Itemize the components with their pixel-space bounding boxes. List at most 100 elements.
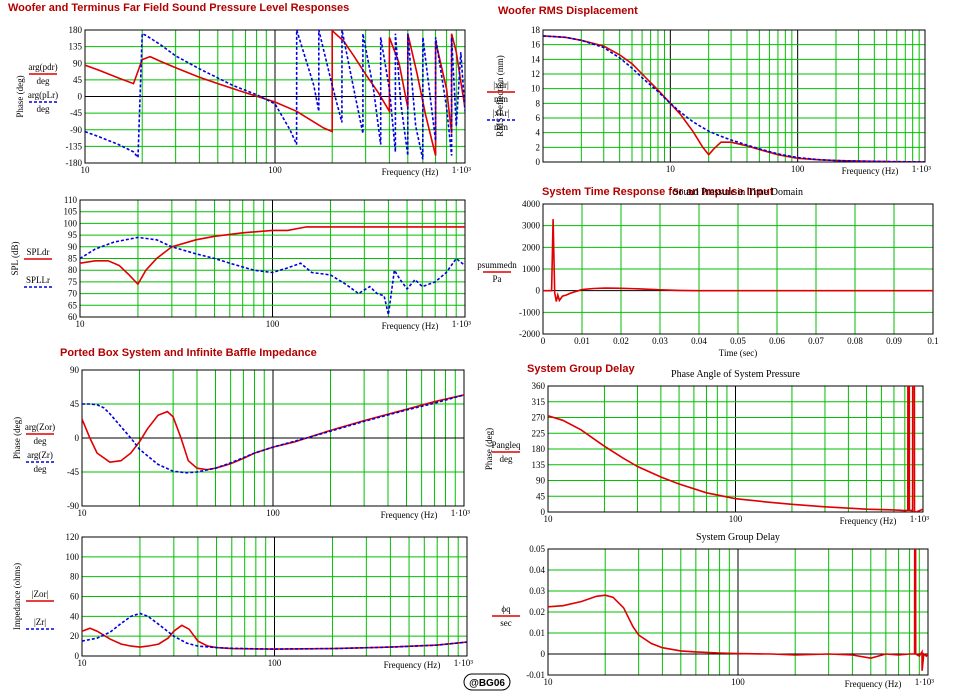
y-tick-label: 135 [69,42,83,52]
y-tick-label: 80 [70,572,80,582]
legend-unit: mm [494,122,508,132]
legend-unit: Pa [493,274,502,284]
y-tick-label: 0.04 [529,565,545,575]
plot-frame [84,29,466,164]
legend-unit: deg [500,454,513,464]
y-tick-label: 120 [66,532,80,542]
chart-subtitle: Sound Pressure in Time Domain [673,187,803,198]
grid [548,386,923,512]
x-tick-label: 1·10³ [912,164,931,174]
legend-unit: deg [37,104,50,114]
y-tick-label: 60 [68,312,78,322]
y-tick-label: 0 [75,433,80,443]
legend-entry-1: Pangleq deg [492,440,521,464]
x-axis-label: Frequency (Hz) [381,510,438,520]
plot-frame [547,548,929,676]
section-title-delay: System Group Delay [527,363,635,375]
x-tick-label: 100 [266,319,280,329]
legend-label: arg(Zr) [27,450,53,460]
legend-entry-2: SPLLr [24,275,52,288]
legend-label: SPLdr [26,247,49,257]
y-tick-label: 0 [541,649,546,659]
legend-label: |xLr| [493,108,510,118]
y-tick-label: 135 [532,460,546,470]
chart-group_delay: -0.01 0 0.01 0.02 0.03 0.04 0.05 10 100 1·10³ Freq… [492,532,934,689]
chart-subtitle: Phase Angle of System Pressure [671,369,800,380]
y-axis-label: Phase (deg) [484,428,494,470]
x-tick-label: 0 [541,336,546,346]
y-tick-label: -90 [67,501,79,511]
y-tick-label: 0 [536,157,541,167]
legend-unit: deg [34,464,47,474]
legend-entry-2: |xLr| mm [487,108,515,132]
y-tick-label: 10 [531,84,541,94]
y-axis-label: Phase (deg) [15,75,25,117]
watermark-text: @BG06 [469,678,505,689]
section-title-impedance: Ported Box System and Infinite Baffle Im… [60,347,317,359]
x-tick-label: 1·10³ [452,319,471,329]
chart-impedance_magnitude: 0 20 40 60 80 100 120 10 100 1·10³ Frequency (Hz) I… [12,532,473,670]
y-tick-label: 2 [536,142,541,152]
grid [82,537,467,656]
y-tick-label: 0 [541,507,546,517]
legend-entry-1: ϕq sec [492,604,520,628]
chart-rms_displacement: 0 2 4 6 8 10 12 14 16 18 10 100 1·10³ Frequency (Hz) R… [487,25,931,176]
x-axis-label: Time (sec) [719,348,757,358]
y-tick-label: 3000 [522,221,541,231]
y-tick-label: 100 [66,552,80,562]
y-tick-label: 95 [68,230,78,240]
x-tick-label: 10 [78,508,88,518]
section-title-rms: Woofer RMS Displacement [498,5,638,17]
y-tick-label: 180 [532,444,546,454]
grid [543,204,933,334]
legend-label: Pangleq [492,440,521,450]
legend-unit: sec [500,618,512,628]
y-tick-label: 45 [70,399,80,409]
x-tick-label: 0.06 [769,336,785,346]
y-tick-label: 0 [78,92,83,102]
legend-label: ϕq [501,604,511,614]
y-tick-label: 20 [70,631,80,641]
x-axis-label: Frequency (Hz) [382,321,439,331]
legend-entry-1: SPLdr [24,247,52,260]
series-line-2 [85,30,465,160]
legend-unit: deg [34,436,47,446]
y-tick-label: -0.01 [526,670,545,680]
y-tick-label: 315 [532,397,546,407]
y-tick-label: 16 [531,40,541,50]
y-tick-label: 90 [68,242,78,252]
y-tick-label: 90 [536,476,546,486]
y-tick-label: 2000 [522,242,541,252]
x-tick-label: 0.02 [613,336,629,346]
x-tick-label: 1·10³ [452,165,471,175]
x-tick-label: 100 [791,164,805,174]
legend-entry-1: |xdr| mm [487,80,515,104]
x-axis-label: Frequency (Hz) [845,679,902,689]
grid [548,549,928,675]
legend-entry-2: arg(Zr) deg [26,450,54,474]
series-line-1 [543,35,925,162]
y-axis-label: Impedance (ohms) [12,563,22,630]
legend-entry-2: |Zr| [26,617,54,630]
legend-unit: deg [37,76,50,86]
grid [543,30,925,162]
legend-unit: mm [494,94,508,104]
x-tick-label: 10 [76,319,86,329]
y-tick-label: 0.02 [529,607,545,617]
legend-entry-1: psummedn Pa [477,260,517,284]
y-tick-label: 14 [531,54,541,64]
y-tick-label: 360 [532,381,546,391]
x-tick-label: 100 [266,508,280,518]
x-tick-label: 10 [78,658,88,668]
x-tick-label: 0.07 [808,336,824,346]
x-tick-label: 1·10³ [910,514,929,524]
watermark-badge: @BG06 [463,673,511,691]
x-tick-label: 0.03 [652,336,668,346]
y-tick-label: 8 [536,98,541,108]
y-axis-label: Phase (deg) [12,417,22,459]
x-tick-label: 10 [544,514,554,524]
series-line-2 [82,612,467,650]
chart-pressure_phase: 0 45 90 135 180 225 270 315 360 10 100 1·10³ Frequen… [484,369,929,526]
y-tick-label: 60 [70,592,80,602]
